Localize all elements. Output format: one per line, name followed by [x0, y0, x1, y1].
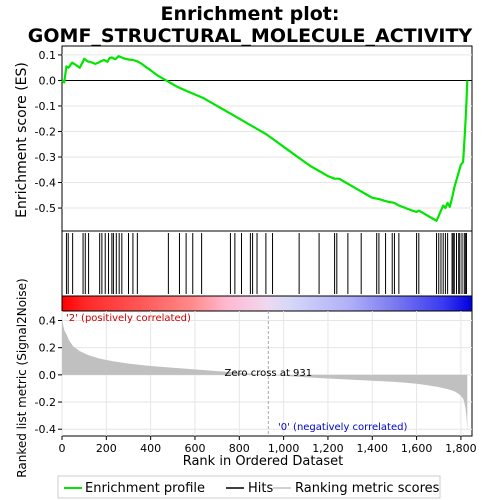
- rank-color-band-bar: [61, 295, 473, 312]
- metric-xticks: 0 200 400 600 800 1,000 1,200 1,400 1,600 1,800: [59, 436, 477, 455]
- metric-xtick-label: 1,000: [268, 442, 300, 455]
- metric-xtick-label: 1,800: [445, 442, 477, 455]
- metric-ytick-label: -0.2: [35, 396, 56, 409]
- zero-cross-label: Zero cross at 931: [225, 368, 313, 379]
- metric-ytick-label: -0.4: [35, 423, 56, 436]
- es-ylabel: Enrichment score (ES): [14, 62, 30, 218]
- metric-xtick-label: 1,600: [401, 442, 433, 455]
- ranking-metric-area: [62, 317, 468, 432]
- metric-xtick-label: 1,400: [357, 442, 389, 455]
- es-ytick-label: 0.0: [39, 74, 57, 87]
- legend-metric-label: Ranking metric scores: [295, 481, 440, 496]
- hits-panel-frame: [61, 230, 473, 297]
- metric-xtick-label: 200: [96, 442, 117, 455]
- title-line1: Enrichment plot:: [161, 3, 340, 25]
- es-ytick-label: -0.5: [35, 202, 56, 215]
- legend-hits-label: Hits: [248, 481, 273, 496]
- es-ytick-label: 0.1: [39, 49, 57, 62]
- es-panel-frame: [61, 45, 473, 232]
- es-ytick-label: -0.3: [35, 151, 56, 164]
- rank-color-band: [61, 295, 473, 312]
- positive-correlated-label: '2' (positively correlated): [66, 313, 191, 324]
- metric-panel: 0.4 0.2 0.0 -0.2 -0.4 0 200 400 600 800 1,000 1,20…: [35, 310, 477, 455]
- metric-xtick-label: 400: [140, 442, 161, 455]
- es-panel: 0.1 0.0 -0.1 -0.2 -0.3 -0.4 -0.5: [35, 45, 473, 232]
- metric-xtick-label: 1,200: [312, 442, 344, 455]
- metric-yticks: 0.4 0.2 0.0 -0.2 -0.4: [35, 315, 62, 436]
- es-ytick-label: -0.2: [35, 125, 56, 138]
- legend-enrichment-label: Enrichment profile: [85, 481, 205, 496]
- legend-frame: [57, 475, 441, 499]
- metric-ytick-label: 0.0: [39, 369, 57, 382]
- enrichment-profile-line: [61, 55, 469, 222]
- metric-xlabel: Rank in Ordered Dataset: [183, 454, 344, 469]
- es-ytick-label: -0.4: [35, 177, 56, 190]
- negative-correlated-label: '0' (negatively correlated): [278, 422, 407, 433]
- metric-ytick-label: 0.2: [39, 342, 57, 355]
- hit-lines: [65, 233, 467, 294]
- metric-xtick-label: 600: [184, 442, 205, 455]
- title-line2: GOMF_STRUCTURAL_MOLECULE_ACTIVITY: [28, 25, 473, 47]
- metric-xtick-label: 0: [59, 442, 66, 455]
- es-yticks: 0.1 0.0 -0.1 -0.2 -0.3 -0.4 -0.5: [35, 49, 62, 215]
- legend: Enrichment profile Hits Ranking metric s…: [57, 475, 441, 499]
- metric-ylabel: Ranked list metric (Signal2Noise): [15, 278, 29, 477]
- es-ytick-label: -0.1: [35, 100, 56, 113]
- hits-panel: [61, 230, 473, 297]
- metric-ytick-label: 0.4: [39, 315, 57, 328]
- metric-xtick-label: 800: [229, 442, 250, 455]
